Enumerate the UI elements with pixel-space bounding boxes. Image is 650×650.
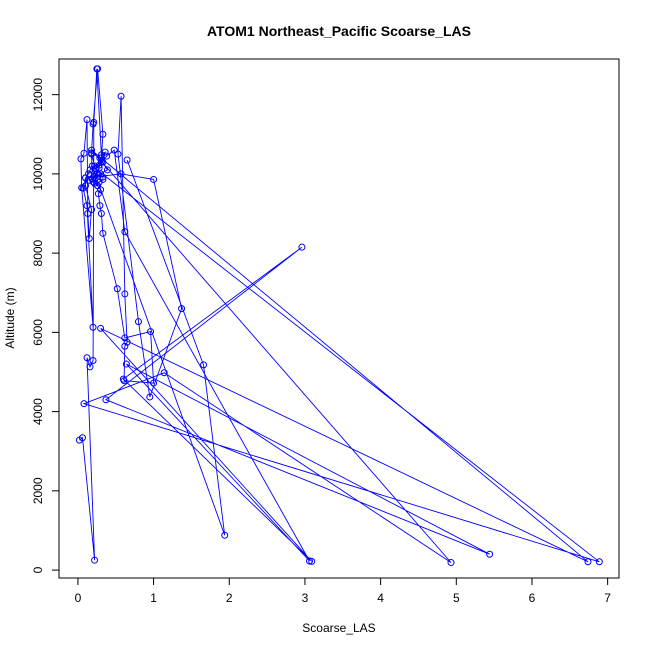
data-point bbox=[96, 202, 104, 210]
x-axis-label: Scoarse_LAS bbox=[302, 621, 375, 635]
data-point bbox=[83, 354, 91, 362]
data-point bbox=[99, 130, 107, 138]
data-point bbox=[150, 175, 158, 183]
data-point bbox=[77, 155, 85, 163]
data-point bbox=[122, 360, 130, 368]
data-point bbox=[78, 434, 86, 442]
data-point bbox=[81, 182, 89, 190]
chart-title: ATOM1 Northeast_Pacific Scoarse_LAS bbox=[207, 23, 471, 39]
data-point bbox=[94, 190, 102, 198]
y-tick-label: 2000 bbox=[31, 477, 45, 504]
data-point bbox=[298, 243, 306, 251]
y-tick-label: 4000 bbox=[31, 398, 45, 425]
data-point bbox=[117, 92, 125, 100]
data-point bbox=[595, 558, 603, 566]
data-point bbox=[103, 166, 111, 174]
data-point bbox=[85, 234, 93, 242]
data-point bbox=[91, 162, 99, 170]
data-point bbox=[86, 363, 94, 371]
data-point bbox=[97, 324, 105, 332]
data-point bbox=[121, 228, 129, 236]
data-point bbox=[94, 65, 102, 73]
data-point bbox=[89, 120, 97, 128]
data-point bbox=[80, 400, 88, 408]
data-point bbox=[97, 210, 105, 218]
data-point bbox=[178, 305, 186, 313]
x-tick-label: 7 bbox=[604, 591, 611, 605]
x-tick-label: 0 bbox=[75, 591, 82, 605]
data-point bbox=[121, 290, 129, 298]
data-point bbox=[86, 166, 94, 174]
data-point bbox=[200, 361, 208, 369]
series-line bbox=[79, 68, 600, 563]
data-point bbox=[83, 202, 91, 210]
data-point bbox=[88, 162, 96, 170]
x-tick-label: 2 bbox=[226, 591, 233, 605]
data-point bbox=[102, 396, 110, 404]
data-point bbox=[160, 369, 168, 377]
data-point bbox=[94, 171, 102, 179]
x-tick-label: 6 bbox=[529, 591, 536, 605]
data-point bbox=[99, 229, 107, 237]
y-axis-label: Altitude (m) bbox=[3, 287, 17, 348]
data-point bbox=[83, 116, 91, 124]
data-point bbox=[113, 285, 121, 293]
data-point bbox=[221, 531, 229, 539]
data-point bbox=[99, 173, 107, 181]
data-point bbox=[123, 338, 131, 346]
data-point bbox=[88, 146, 96, 154]
data-point bbox=[117, 170, 125, 178]
series-layer bbox=[75, 65, 603, 567]
data-point bbox=[88, 175, 96, 183]
plot-frame bbox=[58, 58, 620, 579]
data-point bbox=[146, 393, 154, 401]
data-point bbox=[89, 356, 97, 364]
data-point bbox=[88, 206, 96, 214]
data-point bbox=[89, 323, 97, 331]
x-tick-label: 5 bbox=[453, 591, 460, 605]
data-point bbox=[96, 154, 104, 162]
data-point bbox=[119, 375, 127, 383]
data-point bbox=[85, 170, 93, 178]
data-point bbox=[91, 556, 99, 564]
data-point bbox=[80, 149, 88, 157]
data-point bbox=[88, 149, 96, 157]
data-point bbox=[101, 148, 109, 156]
data-point bbox=[121, 342, 129, 350]
data-point bbox=[134, 318, 142, 326]
y-tick-label: 6000 bbox=[31, 319, 45, 346]
data-point bbox=[584, 558, 592, 566]
x-tick-label: 4 bbox=[377, 591, 384, 605]
y-tick-label: 12000 bbox=[31, 78, 45, 112]
data-point bbox=[486, 550, 494, 558]
data-point bbox=[308, 557, 316, 565]
data-point bbox=[123, 156, 131, 164]
y-tick-label: 10000 bbox=[31, 157, 45, 191]
x-axis: 0 1 2 3 4 5 6 7 bbox=[75, 577, 611, 605]
x-tick-label: 1 bbox=[150, 591, 157, 605]
y-tick-label: 0 bbox=[31, 566, 45, 573]
y-axis: 0 2000 4000 6000 8000 10000 12000 bbox=[31, 78, 60, 573]
data-point bbox=[97, 186, 105, 194]
data-point bbox=[97, 158, 105, 166]
data-point bbox=[95, 164, 103, 172]
y-tick-label: 8000 bbox=[31, 239, 45, 266]
data-point bbox=[78, 184, 86, 192]
data-point bbox=[93, 170, 101, 178]
data-point bbox=[89, 178, 97, 186]
data-point bbox=[150, 379, 158, 387]
data-point bbox=[84, 210, 92, 218]
data-point bbox=[110, 146, 118, 154]
data-point bbox=[147, 328, 155, 336]
x-tick-label: 3 bbox=[302, 591, 309, 605]
data-point bbox=[114, 150, 122, 158]
data-point bbox=[103, 152, 111, 160]
data-point bbox=[447, 559, 455, 567]
